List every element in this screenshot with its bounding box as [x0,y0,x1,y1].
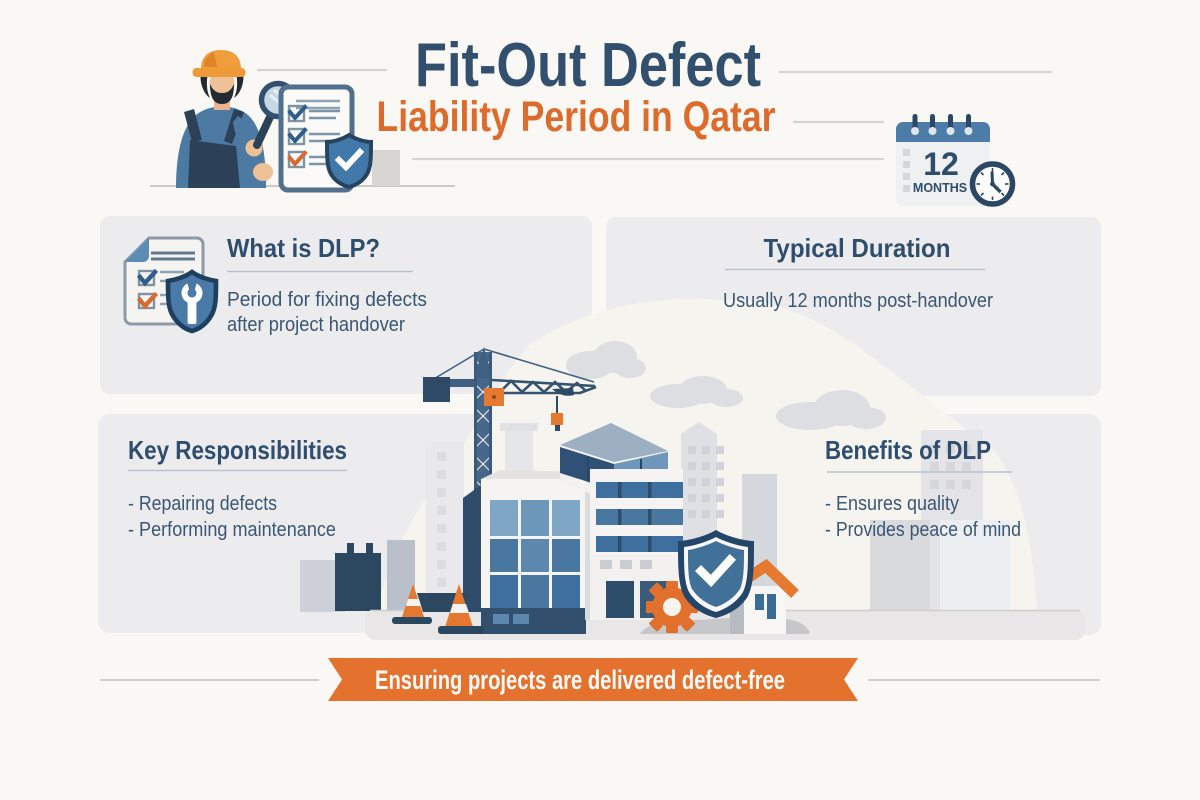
svg-text:- Ensures quality: - Ensures quality [825,492,960,515]
svg-text:Benefits of DLP: Benefits of DLP [825,435,991,465]
svg-text:Key Responsibilities: Key Responsibilities [128,435,347,465]
svg-text:Typical Duration: Typical Duration [764,233,951,263]
svg-text:- Performing maintenance: - Performing maintenance [128,518,336,541]
svg-text:after project handover: after project handover [227,313,405,336]
svg-text:What is DLP?: What is DLP? [227,233,380,263]
svg-text:Ensuring projects are delivere: Ensuring projects are delivered defect-f… [375,665,785,695]
svg-text:- Repairing defects: - Repairing defects [128,492,277,515]
svg-text:Period for fixing defects: Period for fixing defects [227,288,427,311]
svg-text:Fit-Out Defect: Fit-Out Defect [415,31,761,100]
svg-text:- Provides peace of mind: - Provides peace of mind [825,518,1021,541]
svg-text:Liability Period in Qatar: Liability Period in Qatar [377,94,776,141]
svg-text:Usually 12 months post-handove: Usually 12 months post-handover [723,289,993,312]
svg-text:12: 12 [923,146,959,182]
svg-text:MONTHS: MONTHS [913,181,967,195]
